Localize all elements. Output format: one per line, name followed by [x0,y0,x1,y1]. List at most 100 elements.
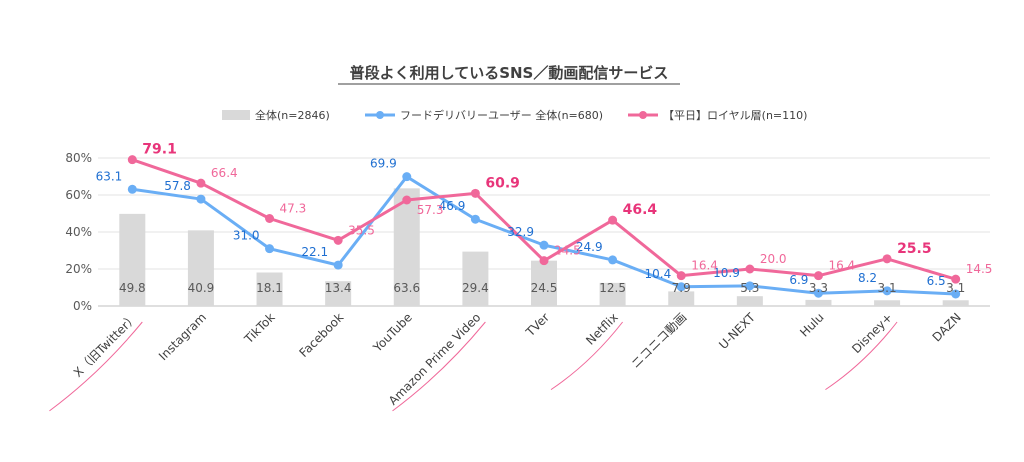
point-blue [882,286,892,296]
pink-value-label: 35.5 [348,223,375,237]
bar-value-label: 49.8 [119,281,146,295]
point-pink [127,155,137,165]
pink-value-label: 25.5 [897,241,932,257]
x-category-label: X（旧Twitter） [71,310,141,380]
x-category-label: DAZN [930,310,964,344]
blue-value-label: 69.9 [370,157,397,171]
legend-swatch-bar [222,110,250,120]
point-pink [676,271,686,281]
blue-value-label: 6.9 [789,273,808,287]
bar-value-label: 5.3 [740,281,759,295]
chart-title: 普段よく利用しているSNS／動画配信サービス [350,64,669,82]
point-blue [608,255,618,265]
bar-value-label: 3.1 [946,281,965,295]
x-category-label: Hulu [797,310,826,339]
bar [668,291,695,306]
point-blue [196,194,206,204]
point-pink [402,195,412,205]
pink-value-label: 66.4 [211,166,238,180]
point-blue [951,289,961,299]
point-blue [539,240,549,250]
pink-value-label: 47.3 [280,201,307,215]
point-pink [882,254,892,264]
pink-value-label: 79.1 [142,142,177,158]
legend-marker-blue [376,111,384,119]
bar-value-label: 18.1 [256,281,283,295]
bar [462,251,489,306]
legend-marker-pink [639,111,647,119]
y-tick-label: 40% [65,225,92,239]
bar [393,188,420,306]
blue-value-label: 31.0 [233,229,260,243]
blue-value-label: 8.2 [858,271,877,285]
bar [805,299,832,306]
blue-value-label: 63.1 [96,169,123,183]
highlight-underline [550,321,624,391]
bar-value-label: 13.4 [325,281,352,295]
pink-value-label: 60.9 [485,175,520,191]
highlight-underline [392,321,486,412]
bar-value-label: 7.9 [672,281,691,295]
pink-value-label: 57.3 [417,203,444,217]
legend-label-blue: フードデリバリーユーザー 全体(n=680) [400,108,603,122]
blue-value-label: 10.9 [713,266,740,280]
pink-value-label: 14.5 [966,262,993,276]
blue-value-label: 6.5 [927,274,946,288]
bar [256,272,283,306]
point-blue [402,172,412,182]
point-pink [951,274,961,284]
line-series [127,155,961,299]
point-pink [539,256,549,266]
blue-value-label: 22.1 [301,245,328,259]
point-pink [265,213,275,223]
x-category-label: Instagram [156,310,209,363]
point-blue [470,214,480,224]
highlight-underline [49,321,143,412]
point-blue [745,281,755,291]
y-tick-label: 60% [65,188,92,202]
bar-value-label: 12.5 [599,281,626,295]
blue-value-label: 24.9 [576,240,603,254]
point-blue [127,184,137,194]
legend: 全体(n=2846) フードデリバリーユーザー 全体(n=680) 【平日】ロイ… [222,108,807,122]
pink-value-label: 24.5 [554,244,581,258]
point-pink [813,271,823,281]
y-tick-label: 20% [65,262,92,276]
x-category-label: U-NEXT [716,310,758,352]
bar-value-label: 3.1 [878,281,897,295]
bar [736,296,763,306]
bar-series [119,188,969,306]
y-tick-label: 0% [73,299,92,313]
data-labels: 49.8 40.9 18.1 13.4 63.6 29.4 24.5 12.5 7.9 5.3 3.… [96,142,993,295]
bar-value-label: 63.6 [393,281,420,295]
bar [119,213,146,306]
point-pink [745,264,755,274]
blue-value-label: 10.4 [645,267,672,281]
legend-label-bar: 全体(n=2846) [255,108,330,122]
x-category-label: TikTok [241,310,278,347]
bar [325,281,352,306]
x-category-label: Netflix [583,310,621,348]
bar [187,230,214,306]
pink-value-label: 46.4 [623,202,658,218]
point-pink [608,215,618,225]
point-blue [813,288,823,298]
bar [942,300,969,306]
point-pink [196,178,206,188]
y-tick-label: 80% [65,151,92,165]
pink-value-label: 20.0 [760,252,787,266]
point-pink [333,235,343,245]
y-axis: 0% 20% 40% 60% 80% [65,151,92,313]
point-blue [676,282,686,292]
bar-value-label: 29.4 [462,281,489,295]
bar-value-label: 3.3 [809,281,828,295]
point-blue [265,244,275,254]
x-category-label: YouTube [370,310,415,355]
bar [599,282,626,306]
point-blue [333,260,343,270]
blue-value-label: 57.8 [164,179,191,193]
blue-value-label: 46.9 [439,199,466,213]
x-category-label: Facebook [297,310,347,360]
x-category-label: TVer [522,310,552,340]
